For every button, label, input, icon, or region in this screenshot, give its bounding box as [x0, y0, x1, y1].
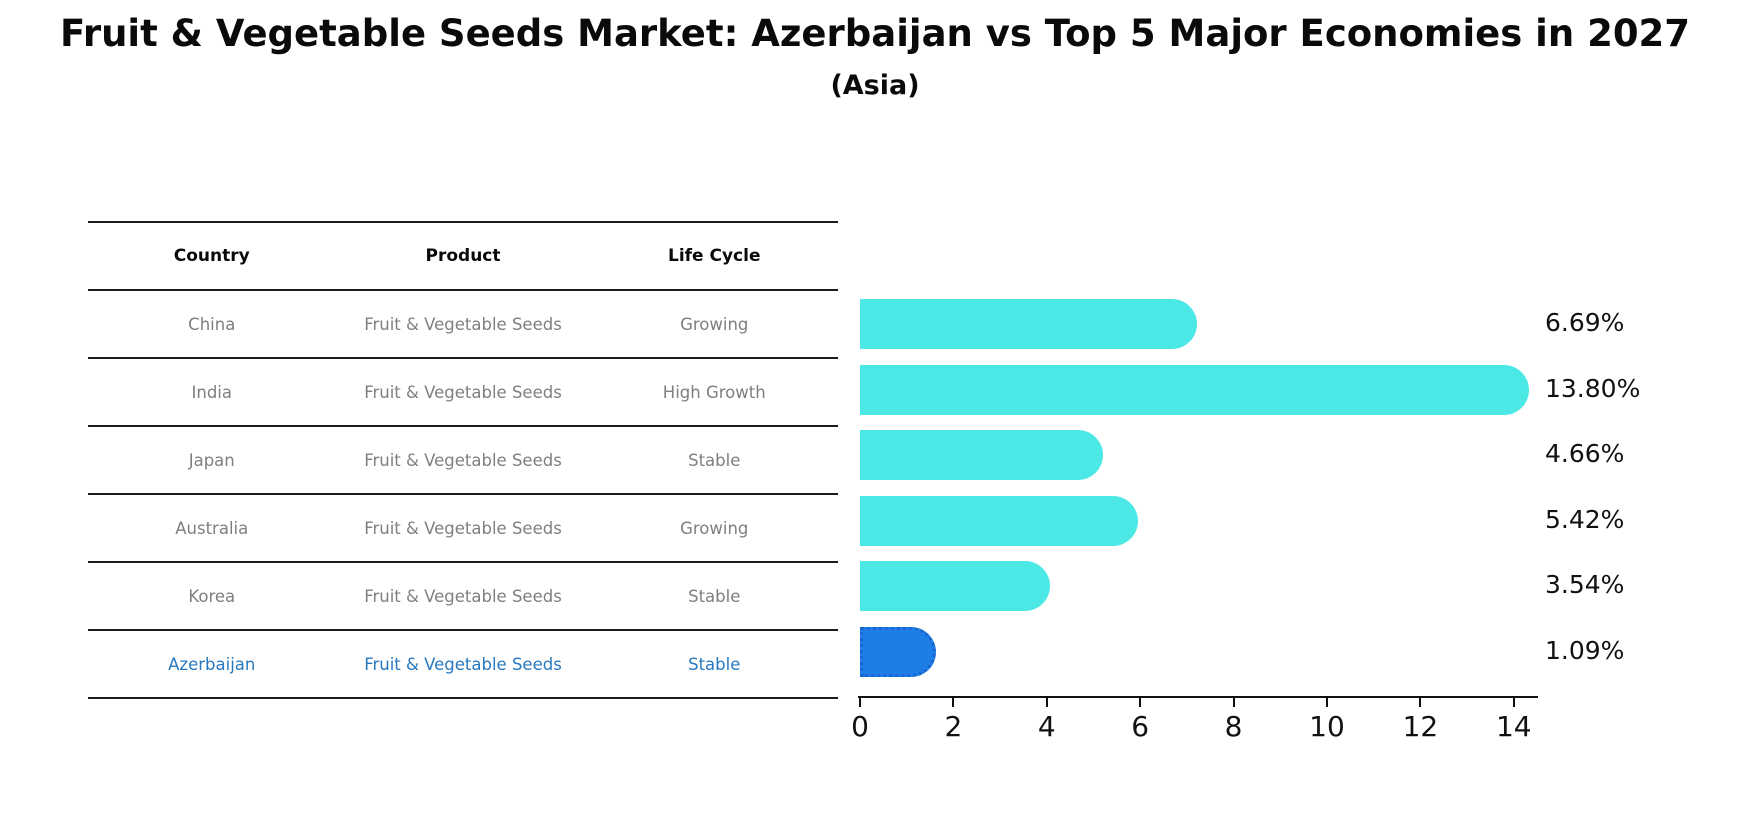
x-tick-mark [1139, 698, 1142, 707]
x-tick-label: 2 [944, 710, 963, 743]
table-header-cell: Country [173, 246, 250, 266]
table-cell-life-cycle: Stable [688, 586, 741, 606]
value-label-china: 6.69% [1545, 308, 1625, 337]
table-cell-life-cycle: Growing [680, 314, 749, 334]
value-label-japan: 4.66% [1545, 439, 1625, 468]
x-tick-label: 0 [851, 710, 869, 743]
chart-subtitle: (Asia) [830, 70, 920, 101]
table-header-cell: Product [425, 246, 501, 266]
bar-japan [860, 430, 1103, 480]
table-cell-country: Japan [188, 450, 235, 470]
table-header-row: Country Product Life Cycle [88, 223, 838, 291]
table-cell-product: Fruit & Vegetable Seeds [364, 518, 562, 538]
table-row-india: India Fruit & Vegetable Seeds High Growth [88, 359, 838, 427]
table-row-korea: Korea Fruit & Vegetable Seeds Stable [88, 563, 838, 631]
value-label-azerbaijan: 1.09% [1545, 635, 1625, 665]
table-cell-product: Fruit & Vegetable Seeds [364, 586, 562, 606]
table-cell-product: Fruit & Vegetable Seeds [364, 314, 562, 334]
x-tick-mark [952, 698, 955, 707]
bar-china [860, 299, 1198, 349]
x-tick-label: 4 [1037, 710, 1056, 743]
table-cell-country: Korea [188, 586, 236, 606]
table-cell-country: India [191, 382, 233, 402]
x-tick-mark [1326, 698, 1328, 707]
table-row-australia: Australia Fruit & Vegetable Seeds Growing [88, 495, 838, 563]
x-tick-label: 14 [1495, 710, 1532, 743]
table-cell-life-cycle: Stable [688, 654, 741, 674]
bar-azerbaijan [860, 626, 936, 677]
table-cell-country: Australia [175, 518, 249, 538]
bar-india [860, 364, 1530, 415]
table-cell-country: Azerbaijan [168, 654, 256, 674]
table-cell-life-cycle: High Growth [662, 382, 766, 402]
x-tick-mark [1512, 698, 1515, 707]
chart-title: Fruit & Vegetable Seeds Market: Azerbaij… [59, 12, 1691, 55]
table-cell-product: Fruit & Vegetable Seeds [364, 654, 562, 674]
bar-korea [860, 561, 1051, 611]
table-cell-life-cycle: Growing [680, 518, 749, 538]
x-tick-label: 8 [1224, 710, 1243, 743]
table-row-azerbaijan: Azerbaijan Fruit & Vegetable Seeds Stable [88, 631, 838, 699]
table-cell-country: China [188, 314, 236, 334]
x-axis-line [858, 696, 1538, 698]
table-cell-life-cycle: Stable [688, 450, 741, 470]
x-tick-label: 12 [1402, 710, 1439, 743]
x-tick-label: 10 [1309, 710, 1345, 743]
value-label-korea: 3.54% [1545, 570, 1625, 599]
x-tick-label: 6 [1131, 710, 1150, 743]
table-cell-product: Fruit & Vegetable Seeds [364, 450, 562, 470]
table-cell-product: Fruit & Vegetable Seeds [364, 382, 562, 402]
x-tick-mark [1232, 698, 1235, 707]
value-label-india: 13.80% [1545, 373, 1641, 403]
table-header-cell: Life Cycle [668, 246, 761, 266]
bar-australia [860, 495, 1139, 546]
x-tick-mark [1045, 698, 1048, 707]
value-label-australia: 5.42% [1545, 504, 1625, 534]
x-tick-mark [1419, 698, 1422, 707]
table-row-japan: Japan Fruit & Vegetable Seeds Stable [88, 427, 838, 495]
x-tick-mark [859, 698, 861, 707]
country-info-table: Country Product Life Cycle China Fruit & Veg… [88, 221, 838, 699]
table-row-china: China Fruit & Vegetable Seeds Growing [88, 291, 838, 359]
